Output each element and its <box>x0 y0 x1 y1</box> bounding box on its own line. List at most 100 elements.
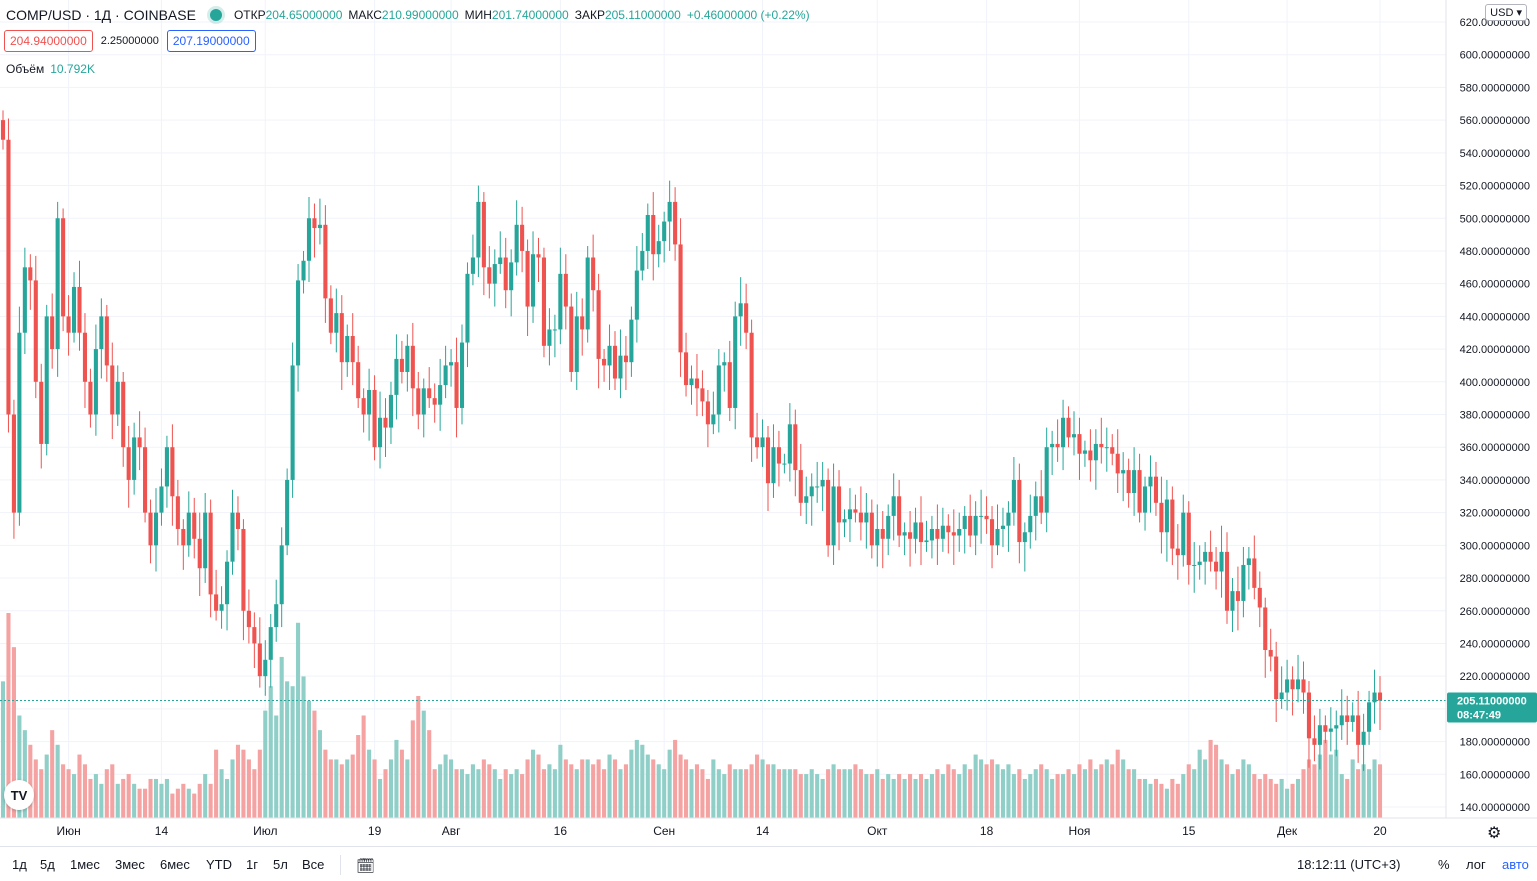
candle-body <box>1077 434 1082 454</box>
candle-body <box>700 388 705 402</box>
candle-body <box>1022 532 1027 543</box>
volume-bar <box>1230 774 1235 818</box>
volume-bar <box>776 769 781 818</box>
range-button-8[interactable]: Все <box>302 857 325 872</box>
range-button-3[interactable]: 3мес <box>115 857 145 872</box>
candle-body <box>252 627 257 644</box>
time-tick: Ноя <box>1069 824 1091 838</box>
volume-bar <box>66 769 71 818</box>
time-axis[interactable]: Июн 14 Июл 19 Авг 16 Сен 14 Окт 18 Ноя 15 Дек 20 <box>0 817 1537 838</box>
volume-bar <box>1323 739 1328 818</box>
candle-body <box>394 358 399 395</box>
percent-toggle[interactable]: % <box>1438 857 1450 872</box>
candle-body <box>1142 486 1148 513</box>
range-button-0[interactable]: 1д <box>12 857 27 872</box>
candle-body <box>1274 656 1279 700</box>
volume-bar <box>1203 759 1208 818</box>
price-chart[interactable]: 620.00000000600.00000000580.00000000560.… <box>0 0 1537 846</box>
volume-bar <box>765 764 771 818</box>
volume-bar <box>1175 783 1180 818</box>
volume-bar <box>33 759 38 818</box>
candle-body <box>410 345 415 389</box>
volume-bar <box>104 769 109 818</box>
candle-body <box>678 244 683 353</box>
candle-body <box>1082 450 1087 454</box>
volume-bar <box>897 774 902 818</box>
candle-body <box>181 528 186 546</box>
candle-body <box>1252 558 1257 588</box>
range-button-5[interactable]: YTD <box>206 857 232 872</box>
range-button-6[interactable]: 1г <box>246 857 258 872</box>
divider <box>340 855 341 875</box>
candle-body <box>1055 443 1060 448</box>
change-value: +0.46000000 (+0.22%) <box>686 8 810 22</box>
candle-body <box>1235 591 1240 601</box>
candle-body <box>711 414 716 425</box>
countdown: 08:47:49 <box>1457 710 1501 722</box>
volume-bar <box>137 788 142 818</box>
candle-body <box>44 316 49 444</box>
candle-body <box>153 512 159 546</box>
candle-body <box>356 362 361 399</box>
tradingview-logo-icon[interactable]: TV <box>4 780 34 810</box>
volume-bar <box>1159 783 1164 818</box>
candle-body <box>405 345 410 372</box>
candle-body <box>645 214 650 251</box>
open-label: ОТКР <box>233 8 266 22</box>
candle-body <box>1197 561 1202 565</box>
date-range-icon[interactable]: 🗓 <box>356 858 376 875</box>
volume-label[interactable]: Объём <box>6 62 45 76</box>
symbol-title[interactable]: COMP/USD · 1Д · COINBASE <box>6 7 196 23</box>
candle-body <box>995 528 1000 546</box>
range-button-4[interactable]: 6мес <box>160 857 190 872</box>
candle-body <box>656 241 661 255</box>
candle-body <box>186 512 191 546</box>
candle-body <box>1121 470 1126 474</box>
candle-body <box>1033 496 1038 516</box>
volume-bar <box>465 774 470 818</box>
last-price-label: 205.11000000 08:47:49 <box>1447 692 1537 723</box>
range-button-2[interactable]: 1мес <box>70 857 100 872</box>
volume-bar <box>667 749 672 818</box>
volume-bar <box>673 739 678 818</box>
settings-gear-icon[interactable]: ⚙ <box>1487 825 1502 842</box>
candle-body <box>421 388 426 415</box>
sell-button[interactable]: 204.94000000 <box>4 30 93 52</box>
candle-body <box>285 479 290 546</box>
range-button-1[interactable]: 5д <box>40 857 55 872</box>
candle-body <box>1050 443 1055 448</box>
auto-toggle[interactable]: авто <box>1502 857 1529 872</box>
range-button-7[interactable]: 5л <box>273 857 288 872</box>
volume-bar <box>1142 778 1148 818</box>
volume-bar <box>886 774 891 818</box>
volume-bar <box>159 783 164 818</box>
candle-body <box>301 260 306 281</box>
candle-body <box>1334 725 1339 729</box>
buy-button[interactable]: 207.19000000 <box>166 30 256 52</box>
log-toggle[interactable]: лог <box>1466 857 1486 872</box>
candle-body <box>1367 702 1372 732</box>
volume-bar <box>454 769 459 818</box>
market-status-icon <box>209 9 222 21</box>
currency-select[interactable]: USD ▾ <box>1485 4 1527 21</box>
price-tick: 280.00000000 <box>1460 573 1530 585</box>
candle-body <box>634 270 639 320</box>
volume-bar <box>798 774 803 818</box>
volume-bar <box>820 778 825 818</box>
candle-body <box>935 528 940 539</box>
candle-body <box>476 201 481 258</box>
candle-body <box>55 218 60 350</box>
price-axis[interactable]: 620.00000000600.00000000580.00000000560.… <box>1445 0 1530 818</box>
candle-body <box>438 385 443 405</box>
candle-body <box>132 437 137 480</box>
candle-body <box>1192 564 1197 566</box>
clock-time[interactable]: 18:12:11 (UTC+3) <box>1297 857 1401 872</box>
candle-body <box>454 362 459 408</box>
volume-bar <box>126 774 131 818</box>
volume-bar <box>77 754 82 818</box>
volume-bar <box>831 764 836 818</box>
volume-bar <box>989 759 995 818</box>
volume-bar <box>946 764 951 818</box>
candle-body <box>973 515 978 536</box>
candle-body <box>1328 728 1333 732</box>
